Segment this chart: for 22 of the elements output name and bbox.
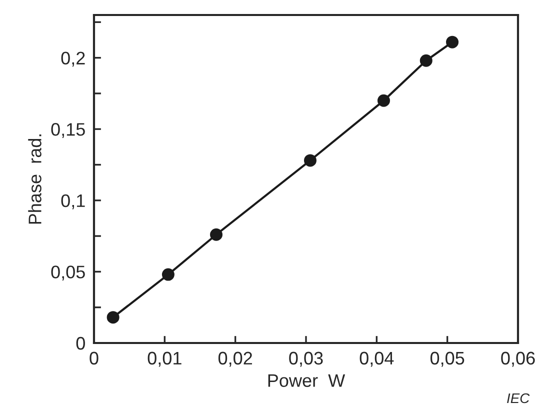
y-axis-title: Phase rad. bbox=[28, 134, 42, 224]
x-tick-label: 0 bbox=[90, 352, 98, 365]
x-tick-label: 0,02 bbox=[218, 352, 252, 367]
x-axis-title: Power W bbox=[268, 374, 346, 387]
point bbox=[106, 311, 120, 324]
x-tick-label: 0,03 bbox=[289, 352, 323, 367]
x-tick-label: 0,05 bbox=[430, 352, 464, 367]
y-tick-label: 0 bbox=[76, 336, 85, 350]
x-tick-label: 0,01 bbox=[148, 352, 182, 367]
point bbox=[420, 54, 432, 67]
point bbox=[210, 228, 223, 241]
y-tick-label: 0,05 bbox=[51, 266, 85, 281]
y-tick-label: 0,2 bbox=[61, 52, 85, 67]
x-tick-label: 0,04 bbox=[360, 352, 394, 367]
y-tick-label: 0,1 bbox=[61, 194, 85, 210]
text: IEC bbox=[507, 393, 530, 404]
point bbox=[446, 36, 459, 48]
y-tick-label: 0,15 bbox=[51, 123, 85, 138]
point bbox=[377, 94, 390, 107]
point bbox=[162, 268, 174, 281]
x-tick-label: 0,06 bbox=[501, 352, 535, 367]
point bbox=[304, 154, 316, 167]
